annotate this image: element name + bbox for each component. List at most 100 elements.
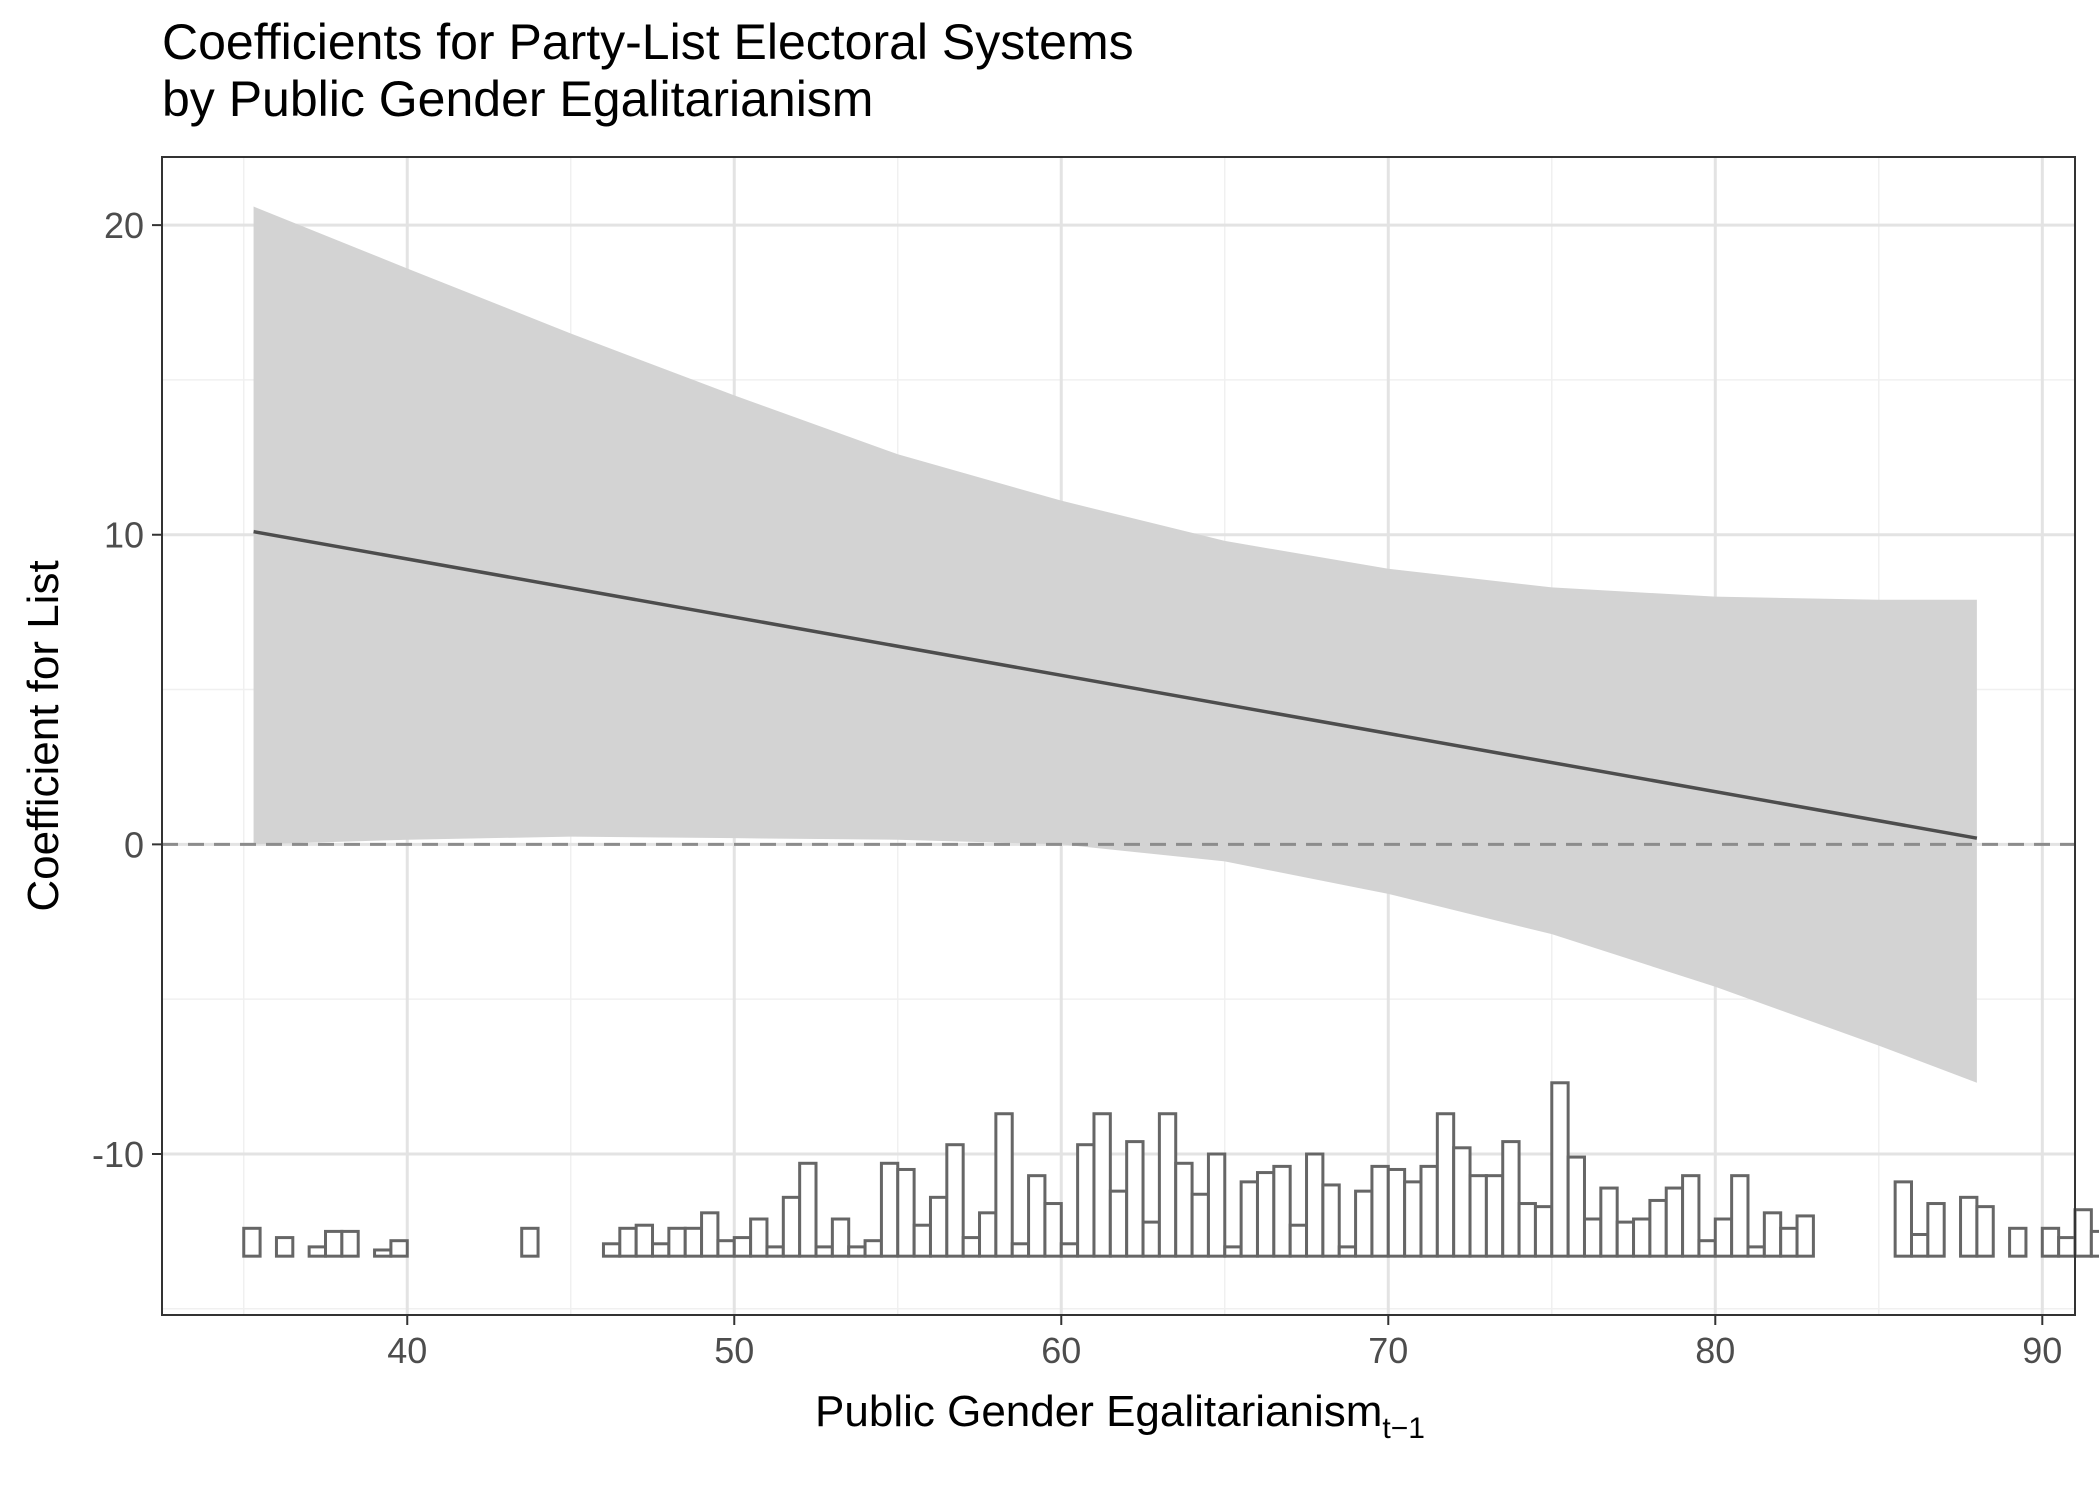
histogram-bar <box>830 1217 851 1258</box>
histogram-bar <box>683 1226 704 1258</box>
plot-panel-border <box>161 156 2076 1316</box>
x-tick-label: 50 <box>714 1330 754 1371</box>
histogram-bar <box>1043 1202 1063 1258</box>
histogram-bar <box>749 1217 769 1258</box>
histogram-bar <box>1681 1174 1701 1258</box>
histogram-bar <box>2008 1226 2028 1258</box>
histogram-bar <box>1255 1171 1276 1258</box>
x-tick-label: 70 <box>1368 1330 1408 1371</box>
histogram-bar <box>1174 1161 1194 1258</box>
histogram-bar <box>1664 1186 1685 1258</box>
histogram-bar <box>1354 1189 1374 1258</box>
confidence-band <box>253 206 1977 1083</box>
histogram-bar <box>1157 1112 1178 1258</box>
x-tick-label: 40 <box>387 1330 427 1371</box>
histogram-bar <box>1125 1140 1145 1258</box>
histogram-bar <box>928 1195 949 1258</box>
histogram-bar <box>994 1112 1014 1258</box>
histogram-bar <box>1566 1155 1586 1258</box>
confidence-band-layer <box>253 206 1977 1083</box>
histogram-bar <box>1468 1174 1488 1258</box>
histogram-bar <box>1599 1186 1619 1258</box>
histogram-bar <box>896 1167 916 1258</box>
histogram-bar <box>700 1211 720 1258</box>
histogram-bar <box>716 1239 736 1258</box>
histogram-bar <box>1206 1152 1227 1258</box>
histogram-bar <box>1632 1217 1652 1258</box>
histogram-bar <box>1959 1195 1979 1258</box>
histogram-bar <box>912 1223 932 1258</box>
y-tick-label: 10 <box>104 515 144 556</box>
histogram-bar <box>1730 1174 1750 1258</box>
histogram-bar <box>274 1236 295 1258</box>
histogram-bar <box>978 1211 998 1258</box>
histogram-bar <box>1484 1174 1505 1258</box>
chart-title-block: Coefficients for Party-List Electoral Sy… <box>162 14 1134 128</box>
histogram-bar <box>879 1161 900 1258</box>
x-tick-label: 90 <box>2022 1330 2062 1371</box>
histogram-bar <box>1288 1223 1309 1258</box>
histogram-bar <box>1452 1146 1472 1258</box>
histogram-bar <box>798 1161 818 1258</box>
x-axis-title: Public Gender Egalitarianismt−1 <box>815 1387 1425 1445</box>
histogram-bar <box>1550 1081 1570 1258</box>
histogram-bar <box>732 1236 753 1258</box>
histogram-bar <box>307 1245 328 1258</box>
x-tick-label: 80 <box>1695 1330 1735 1371</box>
x-tick-label: 60 <box>1041 1330 1081 1371</box>
histogram-bar <box>242 1226 262 1258</box>
histogram-bar <box>1092 1112 1112 1258</box>
histogram-bar <box>1059 1242 1080 1258</box>
histogram-bar <box>1239 1180 1259 1258</box>
histogram-bar <box>1386 1167 1407 1258</box>
histogram-bar <box>1746 1245 1766 1258</box>
histogram-bar <box>781 1195 802 1258</box>
x-axis-title-subscript: t−1 <box>1382 1412 1425 1445</box>
histogram-bar <box>1909 1232 1930 1258</box>
coefficient-line <box>253 529 1978 840</box>
histogram-bar <box>1419 1164 1439 1258</box>
histogram-bar <box>863 1239 883 1258</box>
histogram-bar <box>667 1226 687 1258</box>
coefficient-line-layer <box>253 529 1978 840</box>
histogram-bar <box>1697 1239 1717 1258</box>
histogram-bar <box>1975 1205 1995 1258</box>
histogram-bar <box>1108 1189 1129 1258</box>
histogram-bar <box>1190 1192 1210 1258</box>
histogram-bar <box>340 1229 360 1258</box>
histogram-bar <box>1403 1180 1423 1258</box>
histogram-bar <box>1321 1183 1341 1258</box>
histogram-bar <box>1615 1220 1636 1258</box>
histogram-bar <box>389 1239 409 1258</box>
histogram-layer <box>242 1081 2099 1258</box>
histogram-bar <box>1893 1180 1913 1258</box>
histogram-bar <box>1305 1152 1325 1258</box>
histogram-bar <box>601 1242 622 1258</box>
histogram-bar <box>1027 1174 1047 1258</box>
histogram-bar <box>1501 1140 1521 1258</box>
histogram-bar <box>1370 1164 1390 1258</box>
histogram-bar <box>2089 1229 2099 1258</box>
histogram-bar <box>1141 1220 1161 1258</box>
histogram-bar <box>373 1248 393 1258</box>
histogram-bar <box>1713 1217 1734 1258</box>
histogram-bar <box>1795 1214 1815 1258</box>
histogram-bar <box>2073 1208 2093 1258</box>
chart-title: Coefficients for Party-List Electoral Sy… <box>162 14 1134 70</box>
histogram-bar <box>1926 1202 1946 1258</box>
histogram-bar <box>1272 1164 1292 1258</box>
y-tick-label: 20 <box>104 205 144 246</box>
y-tick-label: 0 <box>124 824 144 865</box>
histogram-bar <box>765 1245 785 1258</box>
histogram-bar <box>847 1245 867 1258</box>
histogram-bar <box>814 1245 834 1258</box>
histogram-bar <box>1762 1211 1783 1258</box>
histogram-bar <box>945 1143 965 1258</box>
histogram-bar <box>1517 1202 1537 1258</box>
histogram-bar <box>1648 1198 1668 1258</box>
histogram-bar <box>2057 1236 2077 1258</box>
y-tick-label: -10 <box>92 1134 144 1175</box>
histogram-bar <box>1223 1245 1243 1258</box>
histogram-bar <box>520 1226 540 1258</box>
